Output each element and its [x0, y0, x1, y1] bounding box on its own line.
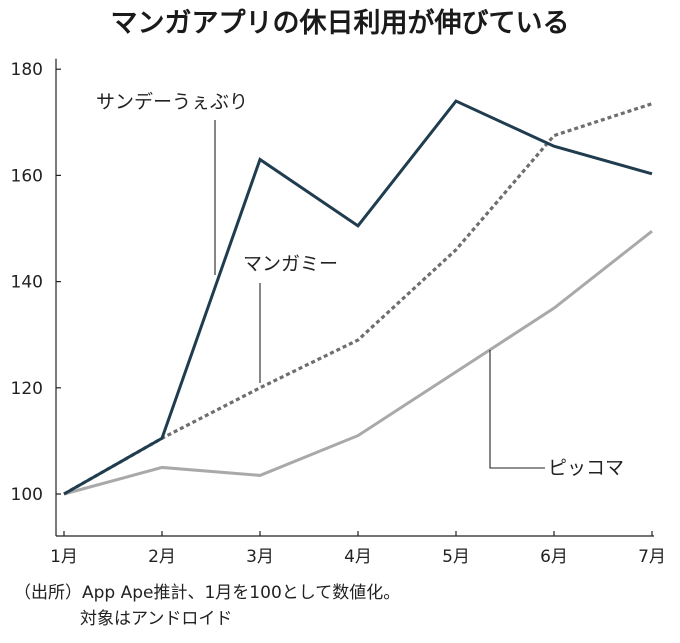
axes: 100 120 140 160 180 1月 2月 3月 4月 5月 6月 7月	[11, 58, 666, 567]
leader-line-2	[489, 350, 545, 469]
x-tick-label: 3月	[246, 547, 274, 567]
y-tick-label: 160	[11, 166, 43, 186]
chart-title: マンガアプリの休日利用が伸びている	[111, 7, 570, 39]
series-label-0: サンデーうぇぶり	[96, 91, 248, 113]
x-tick-label: 2月	[148, 547, 176, 567]
x-tick-label: 4月	[344, 547, 372, 567]
x-tick-label: 5月	[442, 547, 470, 567]
series-line-2	[63, 229, 653, 496]
y-tick-label: 120	[11, 379, 43, 399]
source-note-line-2: 対象はアンドロイド	[80, 609, 232, 629]
y-tick-label: 140	[11, 273, 43, 293]
series-label-1: マンガミー	[243, 253, 338, 275]
series-line-0	[63, 99, 653, 496]
series-label-2: ピッコマ	[548, 457, 624, 479]
x-tick-label: 6月	[540, 547, 568, 567]
y-tick-label: 180	[11, 60, 43, 80]
x-tick-label: 7月	[638, 547, 666, 567]
y-tick-label: 100	[11, 485, 43, 505]
series-group	[63, 99, 653, 496]
x-tick-label: 1月	[50, 547, 78, 567]
source-note-line-1: （出所）App Ape推計、1月を100として数値化。	[14, 583, 400, 603]
